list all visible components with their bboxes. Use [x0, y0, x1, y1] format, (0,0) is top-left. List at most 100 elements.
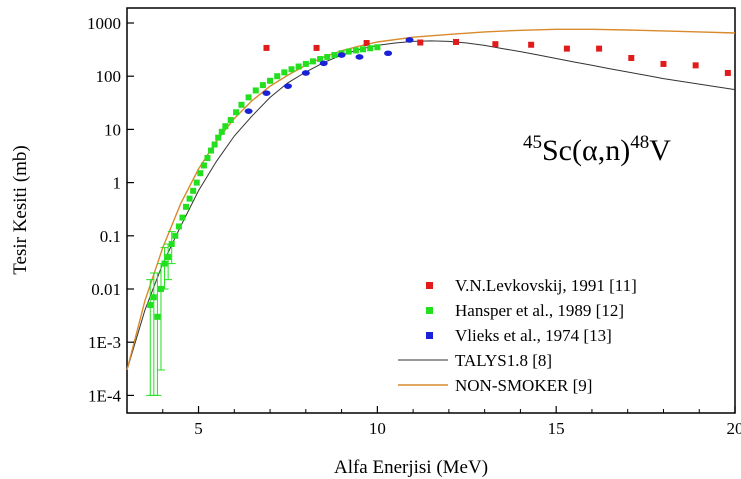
data-point-hansper	[352, 47, 359, 54]
data-point-hansper	[345, 48, 352, 55]
data-point-hansper	[288, 66, 295, 73]
data-point-vlieks	[319, 60, 328, 67]
y-tick-label: 10	[104, 120, 121, 139]
data-point-levkovskij	[660, 60, 667, 67]
data-point-hansper	[190, 187, 197, 194]
x-axis: 5 10 15 20	[162, 406, 741, 438]
data-point-vlieks	[262, 90, 271, 96]
data-point-levkovskij	[563, 45, 570, 52]
data-point-hansper	[302, 60, 309, 67]
legend: V.N.Levkovskij, 1991 [11] Hansper et al.…	[398, 276, 637, 395]
data-point-levkovskij	[313, 44, 320, 51]
data-point-hansper	[295, 63, 302, 70]
reaction-product-mass: 48	[630, 132, 649, 153]
data-point-hansper	[215, 134, 222, 141]
data-point-hansper	[208, 147, 215, 154]
data-point-hansper	[204, 155, 211, 162]
x-tick-label: 15	[548, 419, 565, 438]
data-point-vlieks	[283, 83, 292, 89]
data-point-hansper	[193, 179, 200, 186]
data-point-levkovskij	[692, 62, 699, 69]
data-point-hansper	[175, 223, 182, 230]
x-tick-label: 5	[194, 419, 203, 438]
y-tick-label: 1000	[87, 14, 121, 33]
data-point-hansper	[259, 82, 266, 89]
data-point-vlieks	[337, 52, 346, 58]
x-tick-label: 20	[727, 419, 741, 438]
data-point-hansper	[238, 101, 245, 108]
y-tick-label: 1	[113, 174, 122, 193]
data-point-vlieks	[244, 108, 253, 114]
data-point-levkovskij	[363, 40, 370, 47]
data-point-hansper	[367, 45, 374, 52]
legend-label-nonsmoker: NON-SMOKER [9]	[455, 376, 592, 395]
reaction-target-mass: 45	[523, 132, 542, 153]
legend-label-talys: TALYS1.8 [8]	[455, 351, 552, 370]
legend-marker-levkovskij	[426, 282, 433, 289]
data-point-vlieks	[301, 70, 310, 76]
x-tick-label: 10	[369, 419, 386, 438]
data-point-hansper	[245, 94, 252, 101]
data-point-vlieks	[384, 50, 393, 57]
series-line-talys	[126, 40, 736, 371]
data-point-hansper	[331, 52, 338, 59]
data-point-hansper	[374, 44, 381, 51]
plot-frame	[126, 7, 736, 414]
data-point-hansper	[165, 253, 172, 260]
data-point-hansper	[274, 73, 281, 80]
data-point-hansper	[211, 141, 218, 148]
data-point-hansper	[233, 109, 240, 116]
legend-marker-vlieks	[426, 332, 433, 339]
y-tick-label: 100	[96, 67, 122, 86]
data-point-hansper	[218, 128, 225, 135]
data-point-hansper	[179, 214, 186, 221]
data-point-levkovskij	[628, 54, 635, 61]
data-point-hansper	[183, 203, 190, 210]
data-point-hansper	[222, 123, 229, 130]
data-point-hansper	[227, 117, 234, 124]
legend-label-hansper: Hansper et al., 1989 [12]	[455, 301, 624, 320]
legend-label-levkovskij: V.N.Levkovskij, 1991 [11]	[455, 276, 637, 295]
data-point-hansper	[317, 56, 324, 63]
legend-marker-hansper	[426, 307, 433, 314]
data-point-hansper	[147, 302, 154, 309]
data-point-levkovskij	[417, 39, 424, 46]
x-axis-title: Alfa Enerjisi (MeV)	[334, 457, 488, 478]
reaction-annotation: 45Sc(α,n)48V	[523, 132, 671, 167]
data-point-hansper	[309, 58, 316, 65]
reaction-alpha: α	[582, 134, 598, 167]
legend-label-vlieks: Vlieks et al., 1974 [13]	[455, 326, 612, 345]
reaction-channel: ,n)	[598, 134, 631, 167]
y-axis-title: Tesir Kesiti (mb)	[10, 145, 31, 275]
y-tick-label: 0.01	[91, 280, 121, 299]
y-tick-label: 1E-3	[88, 333, 121, 352]
data-point-levkovskij	[453, 38, 460, 45]
data-point-levkovskij	[724, 69, 731, 76]
data-point-hansper	[172, 232, 179, 239]
series-line-nonsmoker	[126, 28, 736, 371]
data-point-hansper	[281, 69, 288, 76]
data-point-hansper	[267, 77, 274, 84]
series-layer	[126, 28, 736, 396]
data-point-levkovskij	[528, 41, 535, 48]
data-point-vlieks	[405, 37, 414, 43]
data-point-levkovskij	[263, 44, 270, 51]
data-point-hansper	[154, 313, 161, 320]
plot-area	[126, 7, 736, 414]
data-point-hansper	[161, 260, 168, 267]
data-point-hansper	[324, 53, 331, 60]
data-point-hansper	[150, 294, 157, 301]
reaction-target-element: Sc(	[542, 134, 582, 167]
data-point-hansper	[168, 241, 175, 248]
data-point-hansper	[186, 195, 193, 202]
data-point-hansper	[197, 170, 204, 177]
y-axis: 1E-4 1E-3 0.01 0.1 1 10 100 1000	[87, 14, 134, 405]
data-point-levkovskij	[492, 41, 499, 48]
y-tick-label: 0.1	[100, 227, 121, 246]
data-point-hansper	[360, 46, 367, 53]
data-point-hansper	[252, 87, 259, 94]
reaction-product-element: V	[649, 134, 671, 167]
data-point-hansper	[200, 162, 207, 169]
data-point-levkovskij	[596, 45, 603, 52]
